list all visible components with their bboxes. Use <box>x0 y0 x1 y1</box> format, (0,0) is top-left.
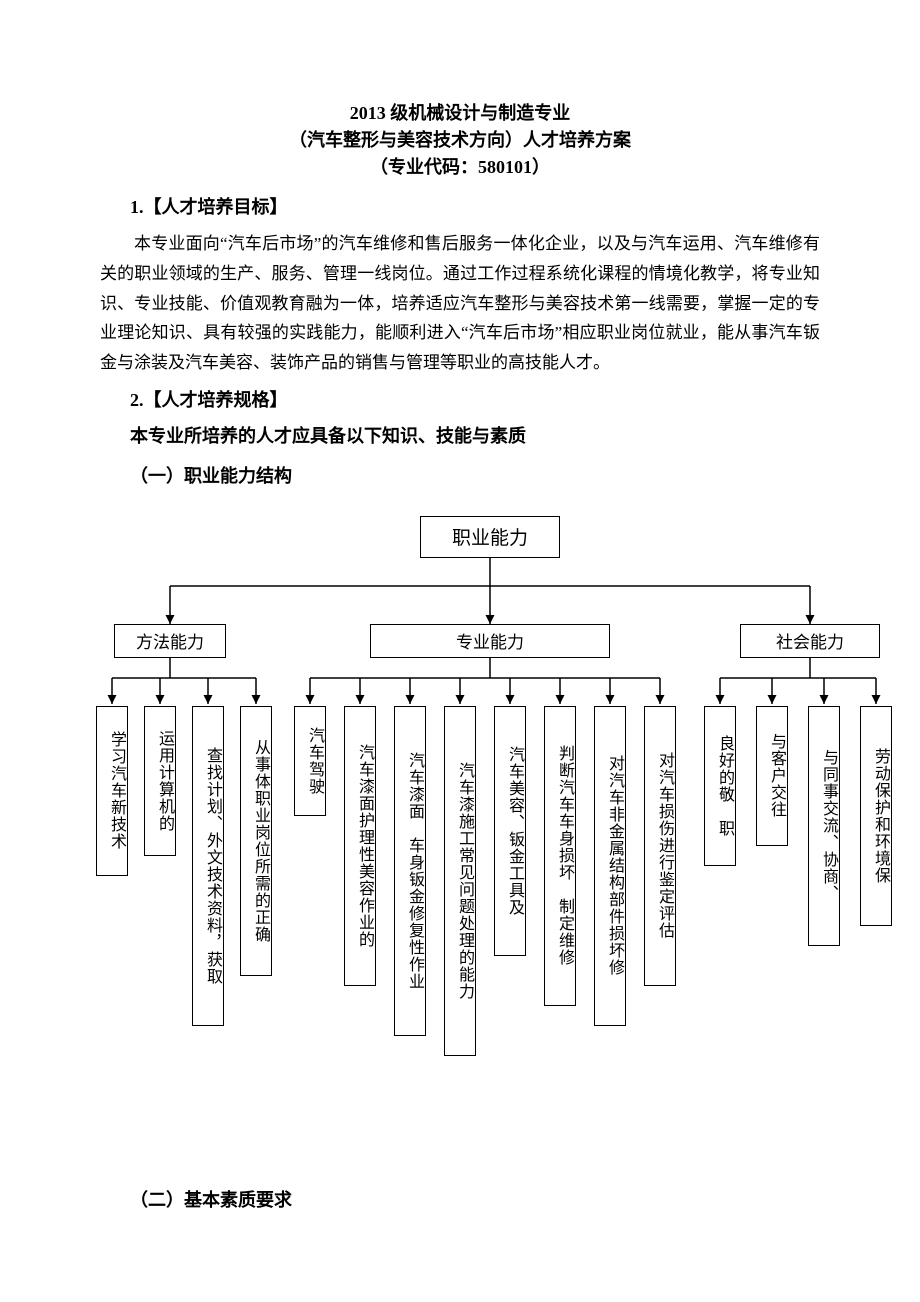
node-social: 社会能力 <box>740 624 880 658</box>
leaf-method-1: 运用计算机的 <box>144 706 176 856</box>
line-section2: 本专业所培养的人才应具备以下知识、技能与素质 <box>130 422 820 448</box>
leaf-social-0: 良好的敬 职 <box>704 706 736 866</box>
leaf-pro-3: 汽车漆施工常见问题处理的能力 <box>444 706 476 1056</box>
node-root: 职业能力 <box>420 516 560 558</box>
heading-section2: 2.【人才培养规格】 <box>130 386 820 412</box>
leaf-pro-4: 汽车美容、钣金工具及 <box>494 706 526 956</box>
leaf-method-0: 学习汽车新技术 <box>96 706 128 876</box>
leaf-method-2: 查找计划、外文技术资料，获取 <box>192 706 224 1026</box>
document-title: 2013 级机械设计与制造专业 （汽车整形与美容技术方向）人才培养方案 （专业代… <box>100 100 820 181</box>
heading-subsection2: （二）基本素质要求 <box>130 1186 820 1212</box>
leaf-pro-2: 汽车漆面 车身钣金修复性作业 <box>394 706 426 1036</box>
leaf-pro-7: 对汽车损伤进行鉴定评估 <box>644 706 676 986</box>
title-line3: （专业代码：580101） <box>100 154 820 181</box>
title-line1: 2013 级机械设计与制造专业 <box>100 100 820 127</box>
leaf-pro-6: 对汽车非金属结构部件损坏修 <box>594 706 626 1026</box>
node-method: 方法能力 <box>114 624 226 658</box>
ability-chart: 职业能力 方法能力 专业能力 社会能力 学习汽车新技术 运用计算机的 查找计划、… <box>100 516 880 1136</box>
heading-section1: 1.【人才培养目标】 <box>130 193 820 219</box>
leaf-social-1: 与客户交往 <box>756 706 788 846</box>
node-pro: 专业能力 <box>370 624 610 658</box>
heading-subsection1: （一）职业能力结构 <box>130 462 820 488</box>
leaf-pro-0: 汽车驾驶 <box>294 706 326 816</box>
leaf-social-2: 与同事交流、协商、 <box>808 706 840 946</box>
leaf-method-3: 从事体职业岗位所需的正确 <box>240 706 272 976</box>
leaf-pro-5: 判断汽车车身损坏 制定维修 <box>544 706 576 1006</box>
leaf-social-3: 劳动保护和环境保 <box>860 706 892 926</box>
leaf-pro-1: 汽车漆面护理性美容作业的 <box>344 706 376 986</box>
para-section1: 本专业面向“汽车后市场”的汽车维修和售后服务一体化企业，以及与汽车运用、汽车维修… <box>100 229 820 378</box>
title-line2: （汽车整形与美容技术方向）人才培养方案 <box>100 127 820 154</box>
